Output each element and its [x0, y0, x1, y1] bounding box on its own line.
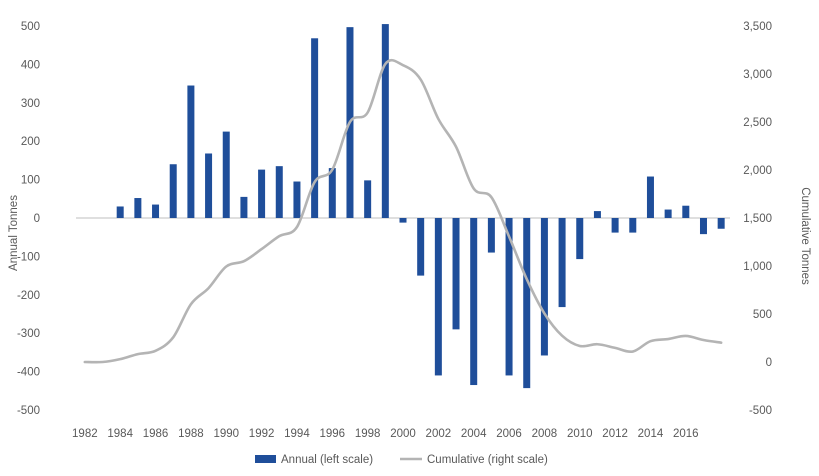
annual-bar-1987 [169, 164, 177, 218]
x-tick-label: 1988 [178, 428, 204, 440]
x-tick-label: 1986 [143, 428, 169, 440]
y-right-tick-label: 0 [766, 357, 772, 369]
y-right-axis-title: Cumulative Tonnes [799, 187, 811, 285]
annual-bar-1996 [328, 168, 336, 218]
annual-bar-1992 [258, 169, 266, 218]
x-tick-label: 1998 [355, 428, 381, 440]
y-left-tick-label: 300 [21, 98, 40, 110]
y-left-tick-label: 100 [21, 175, 40, 187]
x-tick-label: 1996 [320, 428, 346, 440]
annual-bar-2017 [699, 218, 707, 235]
y-right-tick-label: 2,000 [743, 165, 772, 177]
annual-bar-1986 [152, 204, 160, 218]
annual-bar-1990 [222, 131, 230, 218]
y-right-tick-label: 3,000 [743, 69, 772, 81]
annual-bar-1988 [187, 85, 195, 219]
annual-bar-2012 [611, 218, 619, 233]
y-right-tick-label: 500 [753, 309, 772, 321]
x-tick-label: 2006 [496, 428, 522, 440]
y-left-tick-label: -100 [17, 251, 40, 263]
x-tick-label: 2000 [390, 428, 416, 440]
y-left-tick-label: -500 [17, 405, 40, 417]
y-right-tick-labels: 3,500 3,000 2,500 2,000 1,500 1,000 500 0 -500 [743, 21, 772, 417]
y-right-tick-label: 3,500 [743, 21, 772, 33]
y-right-tick-label: -500 [749, 405, 772, 417]
x-tick-label: 1984 [107, 428, 133, 440]
y-right-tick-label: 2,500 [743, 117, 772, 129]
annual-bar-2001 [417, 218, 425, 276]
annual-bar-1994 [293, 181, 301, 218]
legend-cumulative-label: Cumulative (right scale) [427, 454, 548, 466]
y-left-tick-label: -200 [17, 290, 40, 302]
annual-bar-1984 [116, 206, 124, 218]
y-left-tick-label: -300 [17, 328, 40, 340]
x-tick-label: 2004 [461, 428, 487, 440]
legend-annual-label: Annual (left scale) [281, 454, 373, 466]
annual-bar-2008 [540, 218, 548, 356]
annual-bar-2013 [629, 218, 637, 233]
annual-bar-1991 [240, 196, 248, 218]
annual-bar-2006 [505, 218, 513, 376]
annual-bar-2009 [558, 218, 566, 308]
annual-bar-2003 [452, 218, 460, 330]
annual-bar-1985 [134, 198, 142, 218]
y-left-tick-label: 500 [21, 21, 40, 33]
annual-bar-1989 [205, 153, 213, 218]
y-left-tick-label: 400 [21, 59, 40, 71]
y-left-tick-labels: 500 400 300 200 100 0 -100 -200 -300 -400 -500 [17, 21, 40, 417]
annual-bar-2002 [434, 218, 442, 376]
x-tick-label: 1992 [249, 428, 275, 440]
annual-bar-2011 [593, 211, 601, 218]
y-left-tick-label: 0 [34, 213, 40, 225]
annual-bar-1995 [311, 38, 319, 219]
x-tick-label: 1982 [72, 428, 98, 440]
x-tick-label: 2014 [638, 428, 664, 440]
x-tick-label: 1990 [213, 428, 239, 440]
annual-bar-1999 [381, 24, 389, 218]
y-right-tick-label: 1,500 [743, 213, 772, 225]
annual-bar-2018 [717, 218, 725, 229]
y-left-tick-label: 200 [21, 136, 40, 148]
x-tick-label: 2016 [673, 428, 699, 440]
x-tick-label: 2008 [532, 428, 558, 440]
annual-bar-2016 [682, 205, 690, 218]
x-tick-label: 1994 [284, 428, 310, 440]
cumulative-line [83, 58, 723, 364]
y-left-axis-title: Annual Tonnes [8, 195, 20, 271]
annual-bar-2015 [664, 209, 672, 218]
x-tick-label: 2010 [567, 428, 593, 440]
annual-bar-2007 [523, 218, 531, 389]
annual-bar-2010 [576, 218, 584, 260]
legend: Annual (left scale) Cumulative (right sc… [255, 454, 548, 466]
x-tick-label: 2012 [602, 428, 628, 440]
annual-bar-1998 [364, 180, 372, 218]
y-right-tick-label: 1,000 [743, 261, 772, 273]
annual-bar-2014 [646, 176, 654, 218]
annual-bar-1993 [275, 166, 283, 218]
legend-annual-swatch [255, 455, 276, 463]
y-left-tick-label: -400 [17, 367, 40, 379]
annual-bar-2004 [470, 218, 478, 386]
x-tick-labels: 1982 1984 1986 1988 1990 1992 1994 1996 1998 2000… [72, 428, 699, 440]
annual-bar-2005 [487, 218, 495, 253]
annual-bar-2000 [399, 218, 407, 223]
x-tick-label: 2002 [426, 428, 452, 440]
